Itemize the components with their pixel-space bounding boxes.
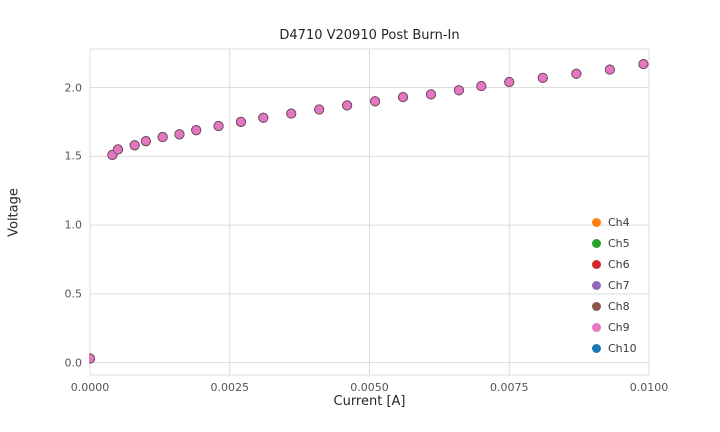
data-point-ch9 xyxy=(537,72,548,83)
data-point-ch9 xyxy=(638,59,649,70)
legend-item-ch4: Ch4 xyxy=(592,212,637,233)
legend-swatch-icon xyxy=(592,260,601,269)
y-tick-label: 1.5 xyxy=(64,149,83,163)
chart-title: D4710 V20910 Post Burn-In xyxy=(279,28,460,43)
y-tick-label: 0.0 xyxy=(64,356,83,370)
plot-frame xyxy=(89,48,650,376)
data-point-ch9 xyxy=(213,121,224,132)
legend-swatch-icon xyxy=(592,239,601,248)
legend-swatch-icon xyxy=(592,218,601,227)
data-point-ch9 xyxy=(174,129,185,140)
legend-swatch-icon xyxy=(592,344,601,353)
y-axis-label: Voltage xyxy=(6,188,22,237)
legend-label: Ch5 xyxy=(608,237,630,250)
y-tick-label: 2.0 xyxy=(64,81,83,94)
legend-item-ch6: Ch6 xyxy=(592,254,637,275)
y-tick-label: 1.0 xyxy=(64,218,83,232)
data-point-ch9 xyxy=(476,81,487,92)
data-point-ch9 xyxy=(235,116,246,127)
legend-swatch-icon xyxy=(592,302,601,311)
data-point-ch9 xyxy=(342,100,353,111)
legend-label: Ch9 xyxy=(608,321,630,334)
data-point-ch9 xyxy=(314,104,325,115)
legend-item-ch7: Ch7 xyxy=(592,275,637,296)
legend-swatch-icon xyxy=(592,323,601,332)
legend-item-ch9: Ch9 xyxy=(592,317,637,338)
legend-item-ch8: Ch8 xyxy=(592,296,637,317)
data-point-ch9 xyxy=(258,112,269,123)
data-point-ch9 xyxy=(370,96,381,107)
x-tick-label: 0.0075 xyxy=(490,381,529,394)
x-tick-label: 0.0025 xyxy=(210,381,250,394)
legend-swatch-icon xyxy=(592,281,601,290)
legend-label: Ch6 xyxy=(608,258,630,271)
y-tick-label: 0.5 xyxy=(64,287,83,301)
legend-label: Ch7 xyxy=(608,279,630,292)
data-point-ch9 xyxy=(191,125,202,136)
data-point-ch9 xyxy=(504,77,515,88)
x-tick-label: 0.0100 xyxy=(629,381,669,394)
data-point-ch9 xyxy=(604,64,615,75)
x-tick-label: 0.0000 xyxy=(70,381,110,394)
data-point-ch9 xyxy=(286,108,297,119)
x-axis-label: Current [A] xyxy=(333,394,406,409)
data-point-ch9 xyxy=(571,68,582,79)
data-point-ch9 xyxy=(112,144,123,155)
data-point-ch9 xyxy=(140,136,151,147)
legend-item-ch5: Ch5 xyxy=(592,233,637,254)
data-point-ch9 xyxy=(425,89,436,100)
data-point-ch9 xyxy=(398,92,409,103)
data-point-ch9 xyxy=(129,140,140,151)
legend: Ch4 Ch5 Ch6 Ch7 Ch8 Ch9 Ch10 xyxy=(592,212,637,359)
data-point-ch9 xyxy=(89,353,95,364)
legend-item-ch10: Ch10 xyxy=(592,338,637,359)
x-tick-label: 0.0050 xyxy=(350,381,389,394)
legend-label: Ch8 xyxy=(608,300,630,313)
legend-label: Ch10 xyxy=(608,342,637,355)
data-point-ch9 xyxy=(453,85,464,96)
legend-label: Ch4 xyxy=(608,216,630,229)
data-point-ch9 xyxy=(157,132,168,143)
